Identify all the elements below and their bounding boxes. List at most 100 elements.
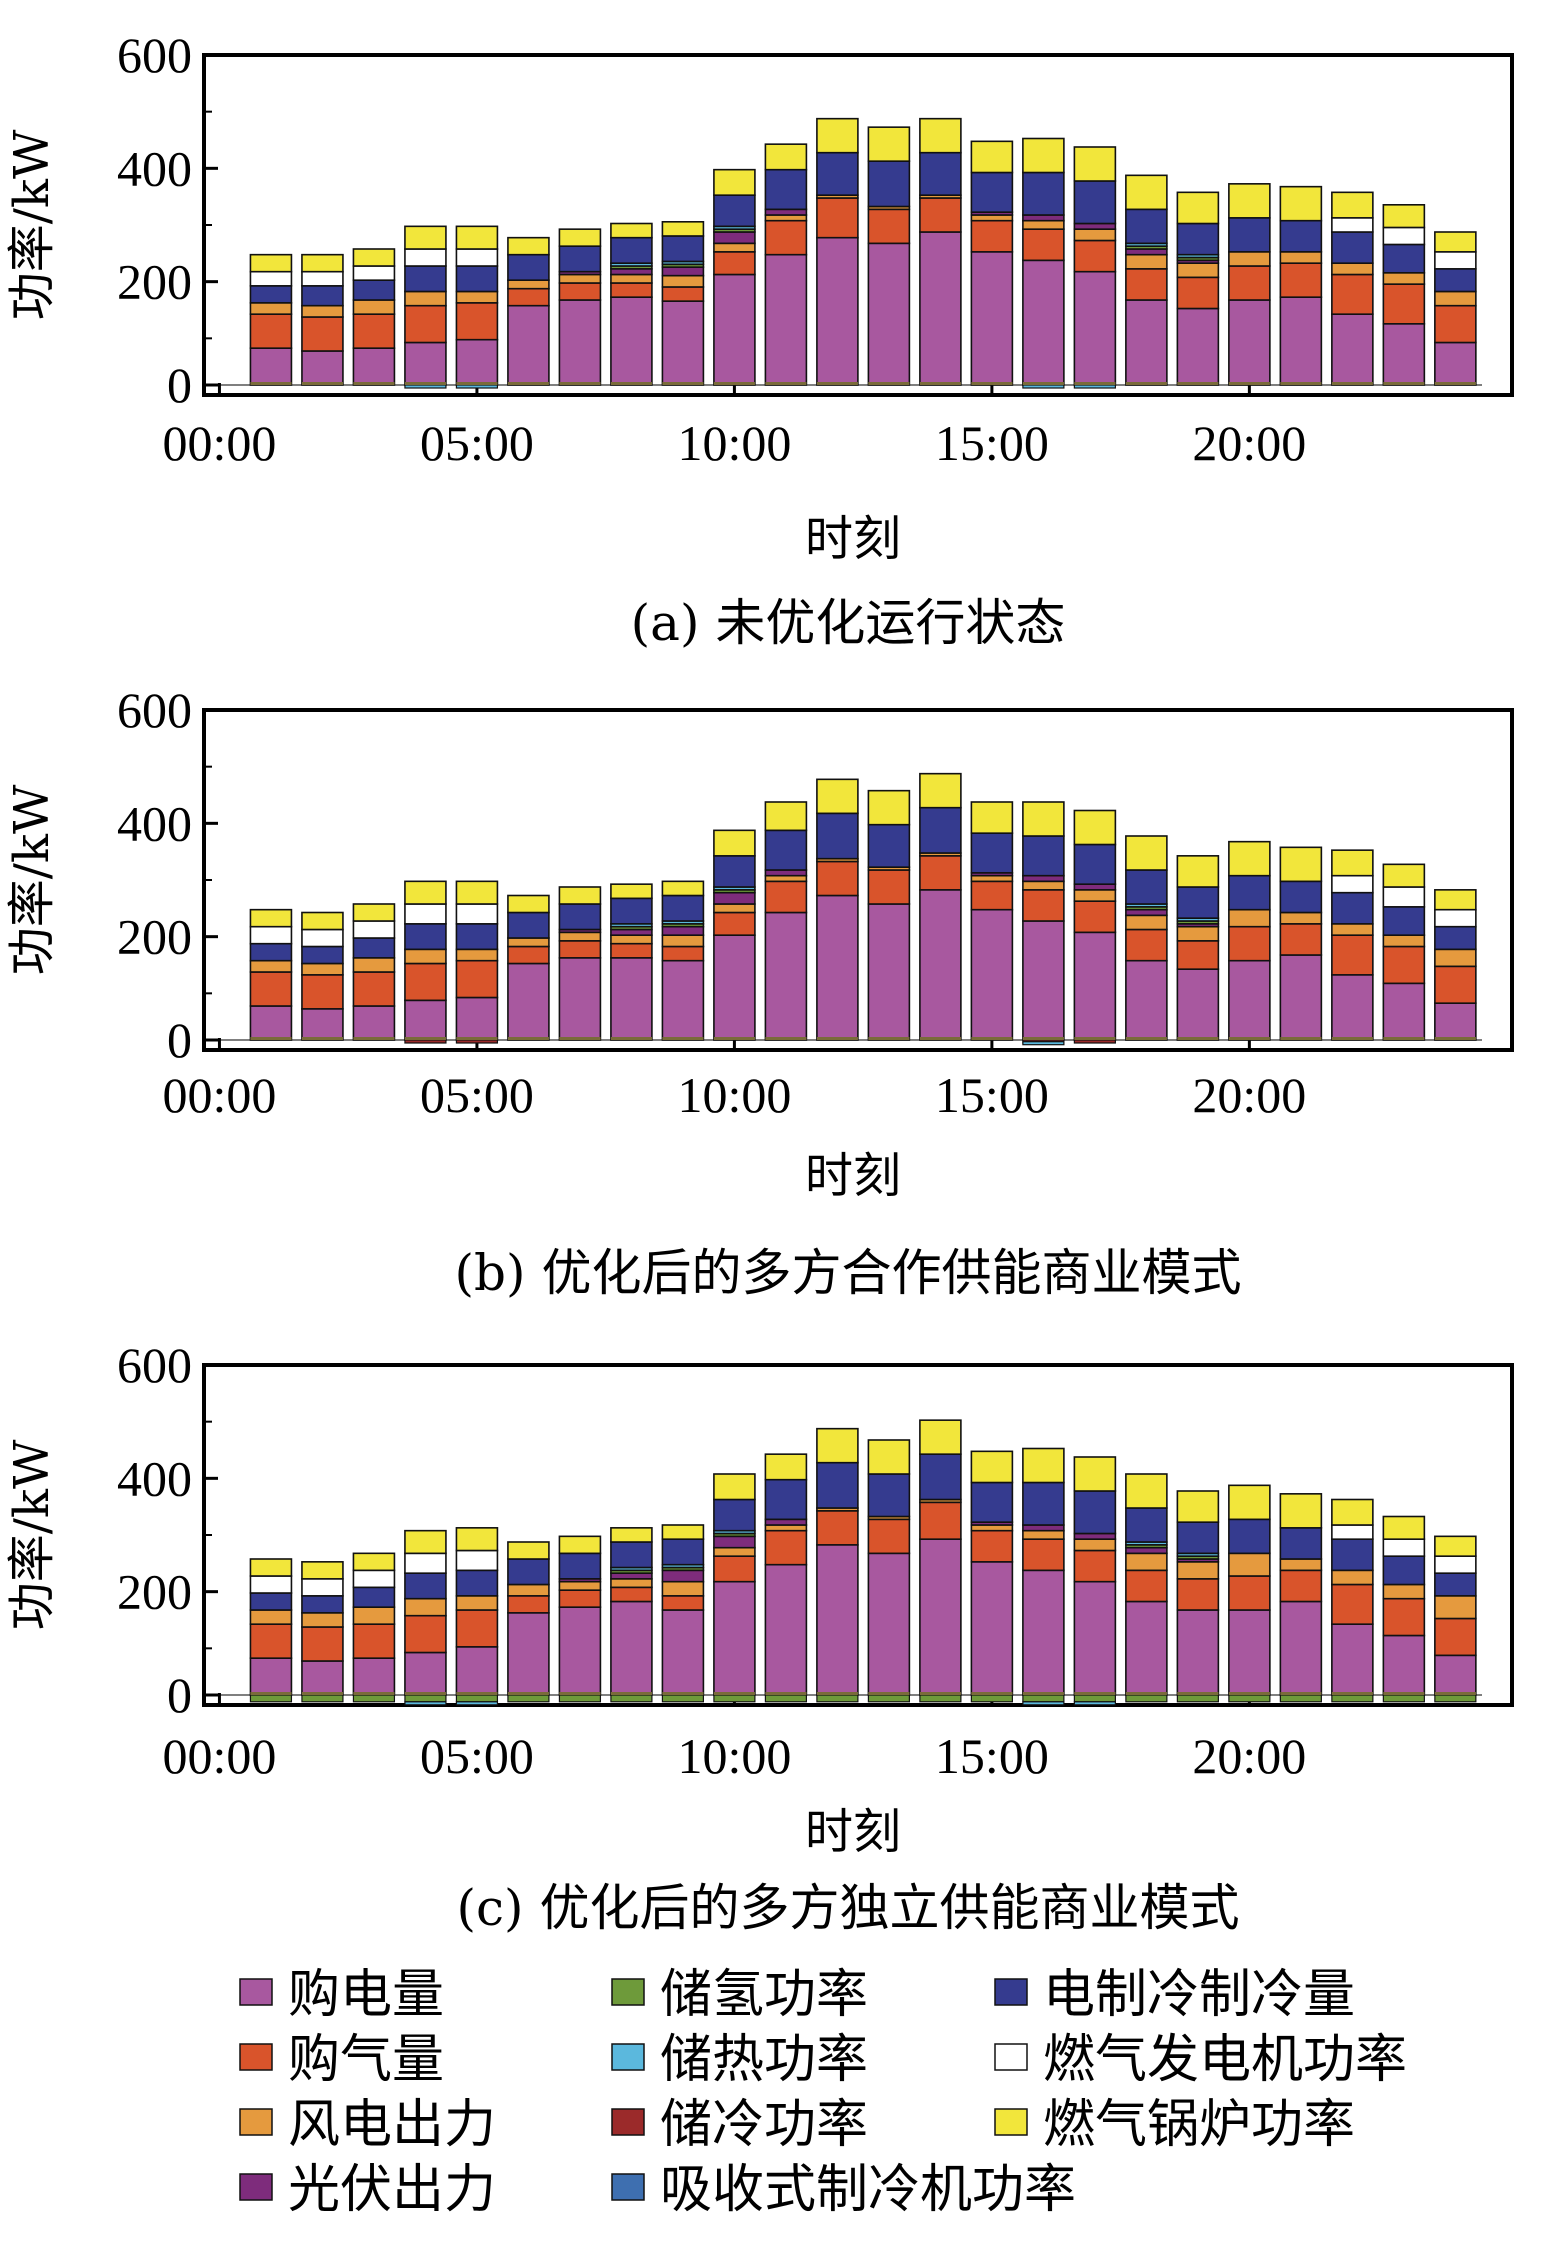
bar-segment: [610, 268, 653, 276]
bar-segment: [507, 1612, 550, 1696]
bar-segment: [713, 251, 756, 276]
bar-segment: [1073, 883, 1117, 891]
legend-label: 风电出力: [288, 2095, 496, 2155]
legend-swatch: [994, 1978, 1028, 2006]
bar-segment: [919, 855, 962, 891]
bar-segment: [352, 1657, 396, 1696]
legend-swatch: [611, 2108, 645, 2136]
bar-segment-negative: [970, 1694, 1013, 1703]
bar-segment: [249, 1657, 293, 1696]
bar-base: [559, 1692, 601, 1695]
bar-segment: [1279, 911, 1323, 925]
bar-segment: [249, 285, 293, 304]
bar-base: [1022, 382, 1064, 385]
legend-item: 风电出力: [239, 2095, 496, 2155]
bar-segment: [1073, 228, 1117, 242]
bar-segment: [1125, 1552, 1168, 1572]
bar-segment-negative: [816, 1694, 859, 1703]
bar-base: [404, 382, 446, 385]
bar-base: [765, 1692, 807, 1695]
chart-panel-c: 0 200 400 600 00:00 05:00 10:00 15:00 20:00 功率/kW…: [4, 1337, 1514, 1937]
bar-segment: [970, 880, 1014, 911]
bar-segment: [558, 940, 602, 959]
bar-segment: [1073, 889, 1117, 902]
bar-segment: [1434, 1535, 1477, 1557]
bar-segment: [1382, 243, 1426, 274]
bar-segment: [558, 1606, 602, 1696]
bar-segment: [404, 1572, 447, 1600]
bar-segment: [1382, 982, 1426, 1041]
panel-caption: (a) 未优化运行状态: [631, 594, 1066, 652]
bar-segment: [1331, 191, 1374, 219]
bar-segment: [661, 934, 705, 948]
legend-item: 燃气锅炉功率: [994, 2095, 1355, 2155]
bar-segment: [352, 265, 396, 281]
bar-segment-negative: [1125, 1694, 1168, 1703]
bar-base: [816, 1037, 858, 1040]
bar-base: [713, 382, 755, 385]
bar-segment: [713, 903, 756, 914]
bar-segment: [1279, 923, 1323, 956]
bar-segment: [249, 1558, 293, 1577]
bar-segment: [1382, 945, 1426, 985]
bar-segment: [764, 829, 808, 871]
bar-segment: [816, 236, 859, 386]
bar-segment: [404, 341, 447, 386]
bar-segment: [867, 1439, 911, 1475]
bar-segment: [1022, 219, 1065, 230]
bar-segment-negative: [558, 1694, 602, 1703]
bar-segment: [1176, 1578, 1220, 1611]
bar-segment: [1073, 1456, 1117, 1492]
bar-segment: [764, 168, 808, 211]
bar-segment: [919, 1538, 962, 1696]
bar-segment: [1228, 1552, 1271, 1577]
bar-segment: [301, 1660, 344, 1696]
bar-segment: [1125, 174, 1168, 211]
bar-segment: [1022, 1524, 1065, 1532]
bar-segment: [1331, 974, 1374, 1041]
bar-segment: [301, 945, 344, 965]
bar-segment: [1176, 1490, 1220, 1523]
y-tick-label: 200: [117, 1564, 192, 1620]
bar-segment: [404, 903, 447, 925]
bar-segment: [352, 347, 396, 386]
bar-segment: [1073, 1532, 1117, 1540]
bar-segment: [301, 928, 344, 948]
bar-segment: [1279, 1527, 1323, 1560]
bar-segment: [1331, 273, 1374, 315]
bar-segment: [1382, 1597, 1426, 1637]
bar-segment: [816, 117, 859, 154]
x-tick-label: 05:00: [420, 415, 534, 471]
bar-segment: [558, 957, 602, 1041]
bar-segment: [455, 265, 499, 293]
x-tick-label: 10:00: [677, 1728, 791, 1784]
bar-base: [765, 1037, 807, 1040]
bars: [249, 772, 1477, 1046]
bar-segment: [352, 1623, 396, 1659]
bar-segment: [713, 829, 756, 857]
bar-base: [456, 382, 498, 385]
bar-segment-negative: [1331, 1694, 1374, 1703]
bar-base: [816, 382, 858, 385]
bar-segment: [1176, 1609, 1220, 1696]
bar-segment: [1382, 1634, 1426, 1696]
bar-segment: [919, 772, 962, 809]
bar-base: [1383, 382, 1425, 385]
y-tick-label: 600: [117, 27, 192, 83]
bar-segment: [867, 1473, 911, 1518]
bar-segment: [1382, 863, 1426, 888]
bar-segment: [764, 143, 808, 171]
bar-segment: [661, 235, 705, 263]
bar-segment: [352, 920, 396, 939]
bar-segment: [713, 891, 756, 905]
bar-segment: [249, 270, 293, 287]
bar-segment: [867, 160, 911, 208]
bar-segment: [919, 1419, 962, 1455]
bar-segment: [661, 300, 705, 386]
x-tick-label: 05:00: [420, 1728, 534, 1784]
bar-segment: [919, 117, 962, 154]
bar-segment: [1382, 934, 1426, 948]
bar-segment: [661, 894, 705, 922]
bar-segment: [507, 1595, 550, 1614]
bar-base: [971, 1037, 1013, 1040]
